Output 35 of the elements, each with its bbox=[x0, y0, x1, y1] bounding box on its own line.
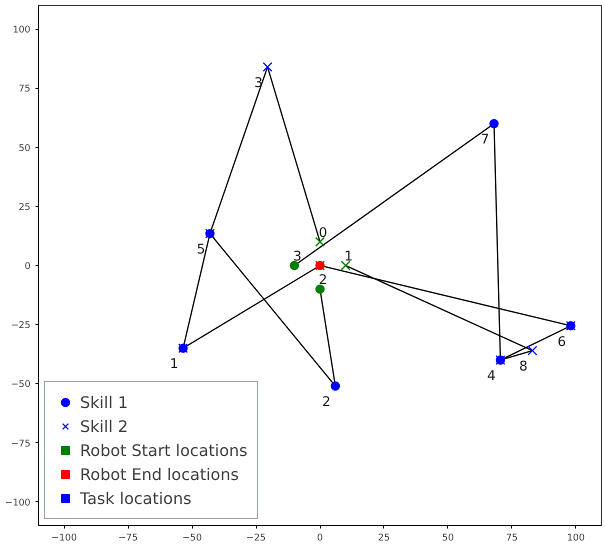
annotation: 1 bbox=[344, 250, 353, 264]
y-tick-label: −25 bbox=[10, 320, 31, 332]
annotation: 5 bbox=[196, 242, 206, 258]
y-tick-label: −100 bbox=[4, 497, 31, 508]
annotation: 2 bbox=[318, 273, 328, 288]
x-tick-label: −100 bbox=[51, 532, 77, 544]
y-tick-label: 100 bbox=[12, 24, 31, 36]
x-tick-label: −75 bbox=[118, 532, 138, 544]
legend-label: Robot End locations bbox=[80, 464, 239, 484]
x-tick-label: 0 bbox=[317, 532, 324, 544]
annotation: 4 bbox=[487, 369, 496, 384]
y-tick-label: −75 bbox=[10, 438, 31, 450]
annotation: 6 bbox=[558, 334, 566, 350]
legend-label: Task locations bbox=[80, 488, 192, 508]
legend-label: Skill 2 bbox=[80, 416, 128, 436]
annotation: 2 bbox=[322, 395, 331, 410]
legend-label: Robot Start locations bbox=[80, 440, 248, 460]
x-tick-label: 75 bbox=[506, 532, 518, 544]
x-tick-label: 100 bbox=[567, 532, 585, 544]
x-tick-label: 50 bbox=[442, 532, 454, 544]
annotation: 7 bbox=[480, 132, 490, 148]
x-tick-label: 25 bbox=[378, 532, 390, 544]
x-tick-label: −25 bbox=[246, 532, 266, 544]
annotation: 3 bbox=[293, 250, 302, 264]
x-tick-label: −50 bbox=[182, 532, 202, 544]
legend-label: Skill 1 bbox=[80, 392, 128, 412]
annotation: 1 bbox=[170, 357, 178, 372]
y-tick-label: −50 bbox=[10, 379, 31, 390]
y-tick-label: 75 bbox=[18, 84, 31, 95]
annotation: 0 bbox=[318, 226, 328, 241]
y-tick-label: 25 bbox=[18, 202, 31, 213]
annotation: 3 bbox=[254, 76, 263, 91]
y-tick-label: 50 bbox=[18, 142, 31, 154]
annotation: 8 bbox=[519, 360, 528, 375]
y-tick-label: 0 bbox=[24, 261, 31, 272]
